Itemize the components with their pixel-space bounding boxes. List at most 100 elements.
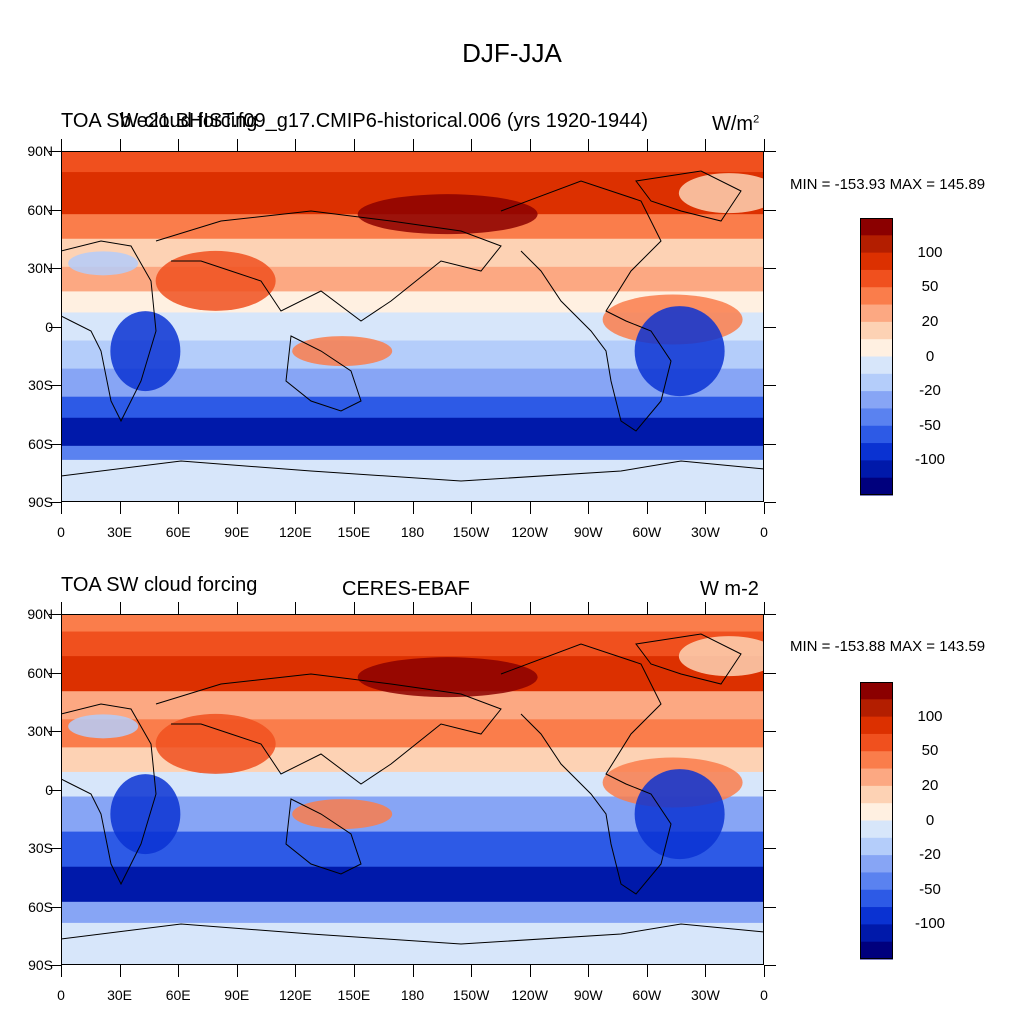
lon-tick-label: 0 — [57, 524, 65, 540]
lat-tick — [49, 443, 61, 445]
contour-band — [61, 631, 764, 658]
lat-tick-label: 90N — [27, 143, 53, 159]
colorbar-swatch — [860, 733, 893, 752]
panel-2-colorbar: 100 50 20 0 -20 -50 -100 — [860, 682, 945, 960]
lon-tick — [529, 602, 531, 614]
lat-tick — [49, 731, 61, 732]
lon-tick — [236, 602, 238, 614]
lat-tick — [764, 906, 776, 908]
contour-region — [357, 657, 538, 698]
lon-tick — [705, 602, 707, 614]
lat-tick-label: 30S — [28, 840, 53, 856]
contour-region — [678, 636, 764, 677]
colorbar-swatch — [860, 252, 893, 271]
lon-tick — [529, 502, 531, 514]
lon-tick — [646, 602, 648, 614]
lon-tick — [61, 965, 62, 977]
lat-tick-label: 60S — [28, 435, 53, 452]
lon-tick — [412, 602, 414, 614]
lon-tick — [61, 502, 62, 514]
colorbar-swatch — [860, 339, 893, 357]
lon-tick — [353, 139, 355, 151]
panel-2-left-title: TOA SW cloud forcing — [61, 574, 258, 596]
lon-tick — [61, 602, 62, 614]
lon-tick — [178, 502, 180, 514]
lat-tick — [49, 789, 61, 791]
colorbar-swatch — [860, 287, 893, 306]
lon-tick — [529, 965, 531, 977]
panel-1-field — [61, 151, 764, 502]
lon-tick — [764, 965, 765, 977]
lon-tick-label: 60W — [632, 987, 662, 1003]
panel-2-min-max: MIN = -153.88 MAX = 143.59 — [790, 638, 986, 655]
lat-tick — [49, 672, 61, 674]
contour-region — [634, 769, 725, 860]
panel-1-center-title: b.e21.BHIST.f09_g17.CMIP6-historical.006… — [120, 110, 649, 132]
lat-tick — [49, 906, 61, 908]
lon-tick — [588, 602, 590, 614]
lat-tick — [764, 614, 776, 615]
lat-tick-label: 0 — [13, 782, 53, 798]
colorbar-swatch — [860, 373, 893, 392]
panel-2-field — [61, 614, 764, 965]
contour-band — [61, 417, 764, 447]
contour-region — [110, 774, 181, 855]
coastline — [500, 643, 672, 895]
colorbar-swatch — [860, 751, 893, 770]
lon-tick-label: 120E — [278, 524, 312, 540]
coastline — [285, 335, 362, 412]
lon-tick — [353, 965, 355, 977]
figure-title: DJF-JJA — [462, 38, 562, 68]
lat-tick-label: 90S — [28, 957, 53, 973]
lat-tick — [764, 789, 776, 791]
coastline — [61, 703, 157, 886]
lon-tick-label: 150E — [337, 987, 371, 1003]
colorbar-label: 0 — [925, 811, 935, 829]
lat-tick-label: 30N — [27, 260, 53, 276]
lon-tick — [588, 965, 590, 977]
lat-tick — [764, 731, 776, 732]
lon-tick — [295, 139, 297, 151]
colorbar-label: 20 — [921, 312, 939, 330]
panel-1-colorbar: 100 50 20 0 -20 -50 -100 — [860, 218, 945, 496]
lon-tick — [646, 502, 648, 514]
colorbar-swatch — [860, 768, 893, 787]
lon-tick-label: 120W — [511, 987, 548, 1003]
lon-tick — [705, 502, 707, 514]
colorbar-label: -20 — [919, 846, 941, 864]
lat-tick-label: 0 — [13, 319, 53, 335]
lat-tick-label: 60N — [27, 201, 53, 218]
contour-band — [61, 866, 764, 903]
lon-tick — [471, 502, 473, 514]
contour-region — [357, 194, 538, 235]
lon-tick-label: 180 — [400, 524, 425, 540]
lon-tick-label: 30E — [107, 987, 133, 1003]
colorbar-swatch — [860, 907, 893, 925]
contour-band — [61, 691, 764, 721]
lat-tick — [764, 848, 776, 849]
panel-1-left-title: TOA SW cloud forcing — [61, 110, 258, 132]
lat-tick — [49, 268, 61, 269]
map-frame — [61, 614, 764, 965]
colorbar-swatch — [860, 785, 893, 804]
colorbar-frame — [860, 682, 893, 959]
lon-tick — [646, 965, 648, 977]
lat-tick — [49, 151, 61, 152]
lat-tick-label: 90S — [28, 494, 53, 510]
contour-band — [61, 901, 764, 924]
colorbar-swatch — [860, 408, 893, 427]
colorbar-label: -20 — [919, 382, 941, 400]
colorbar-swatch — [860, 837, 893, 856]
lon-tick — [119, 965, 121, 977]
lon-tick-label: 120W — [511, 524, 548, 540]
contour-band — [61, 445, 764, 461]
colorbar-swatch — [860, 924, 893, 943]
colorbar-label: -100 — [914, 451, 946, 469]
lon-tick-label: 90E — [224, 987, 250, 1003]
lon-tick — [588, 139, 590, 151]
contour-region — [155, 713, 276, 774]
colorbar-swatch — [860, 269, 893, 288]
lat-tick-label: 60N — [27, 664, 53, 681]
coastline — [500, 180, 672, 432]
panel-2-map — [61, 614, 764, 965]
